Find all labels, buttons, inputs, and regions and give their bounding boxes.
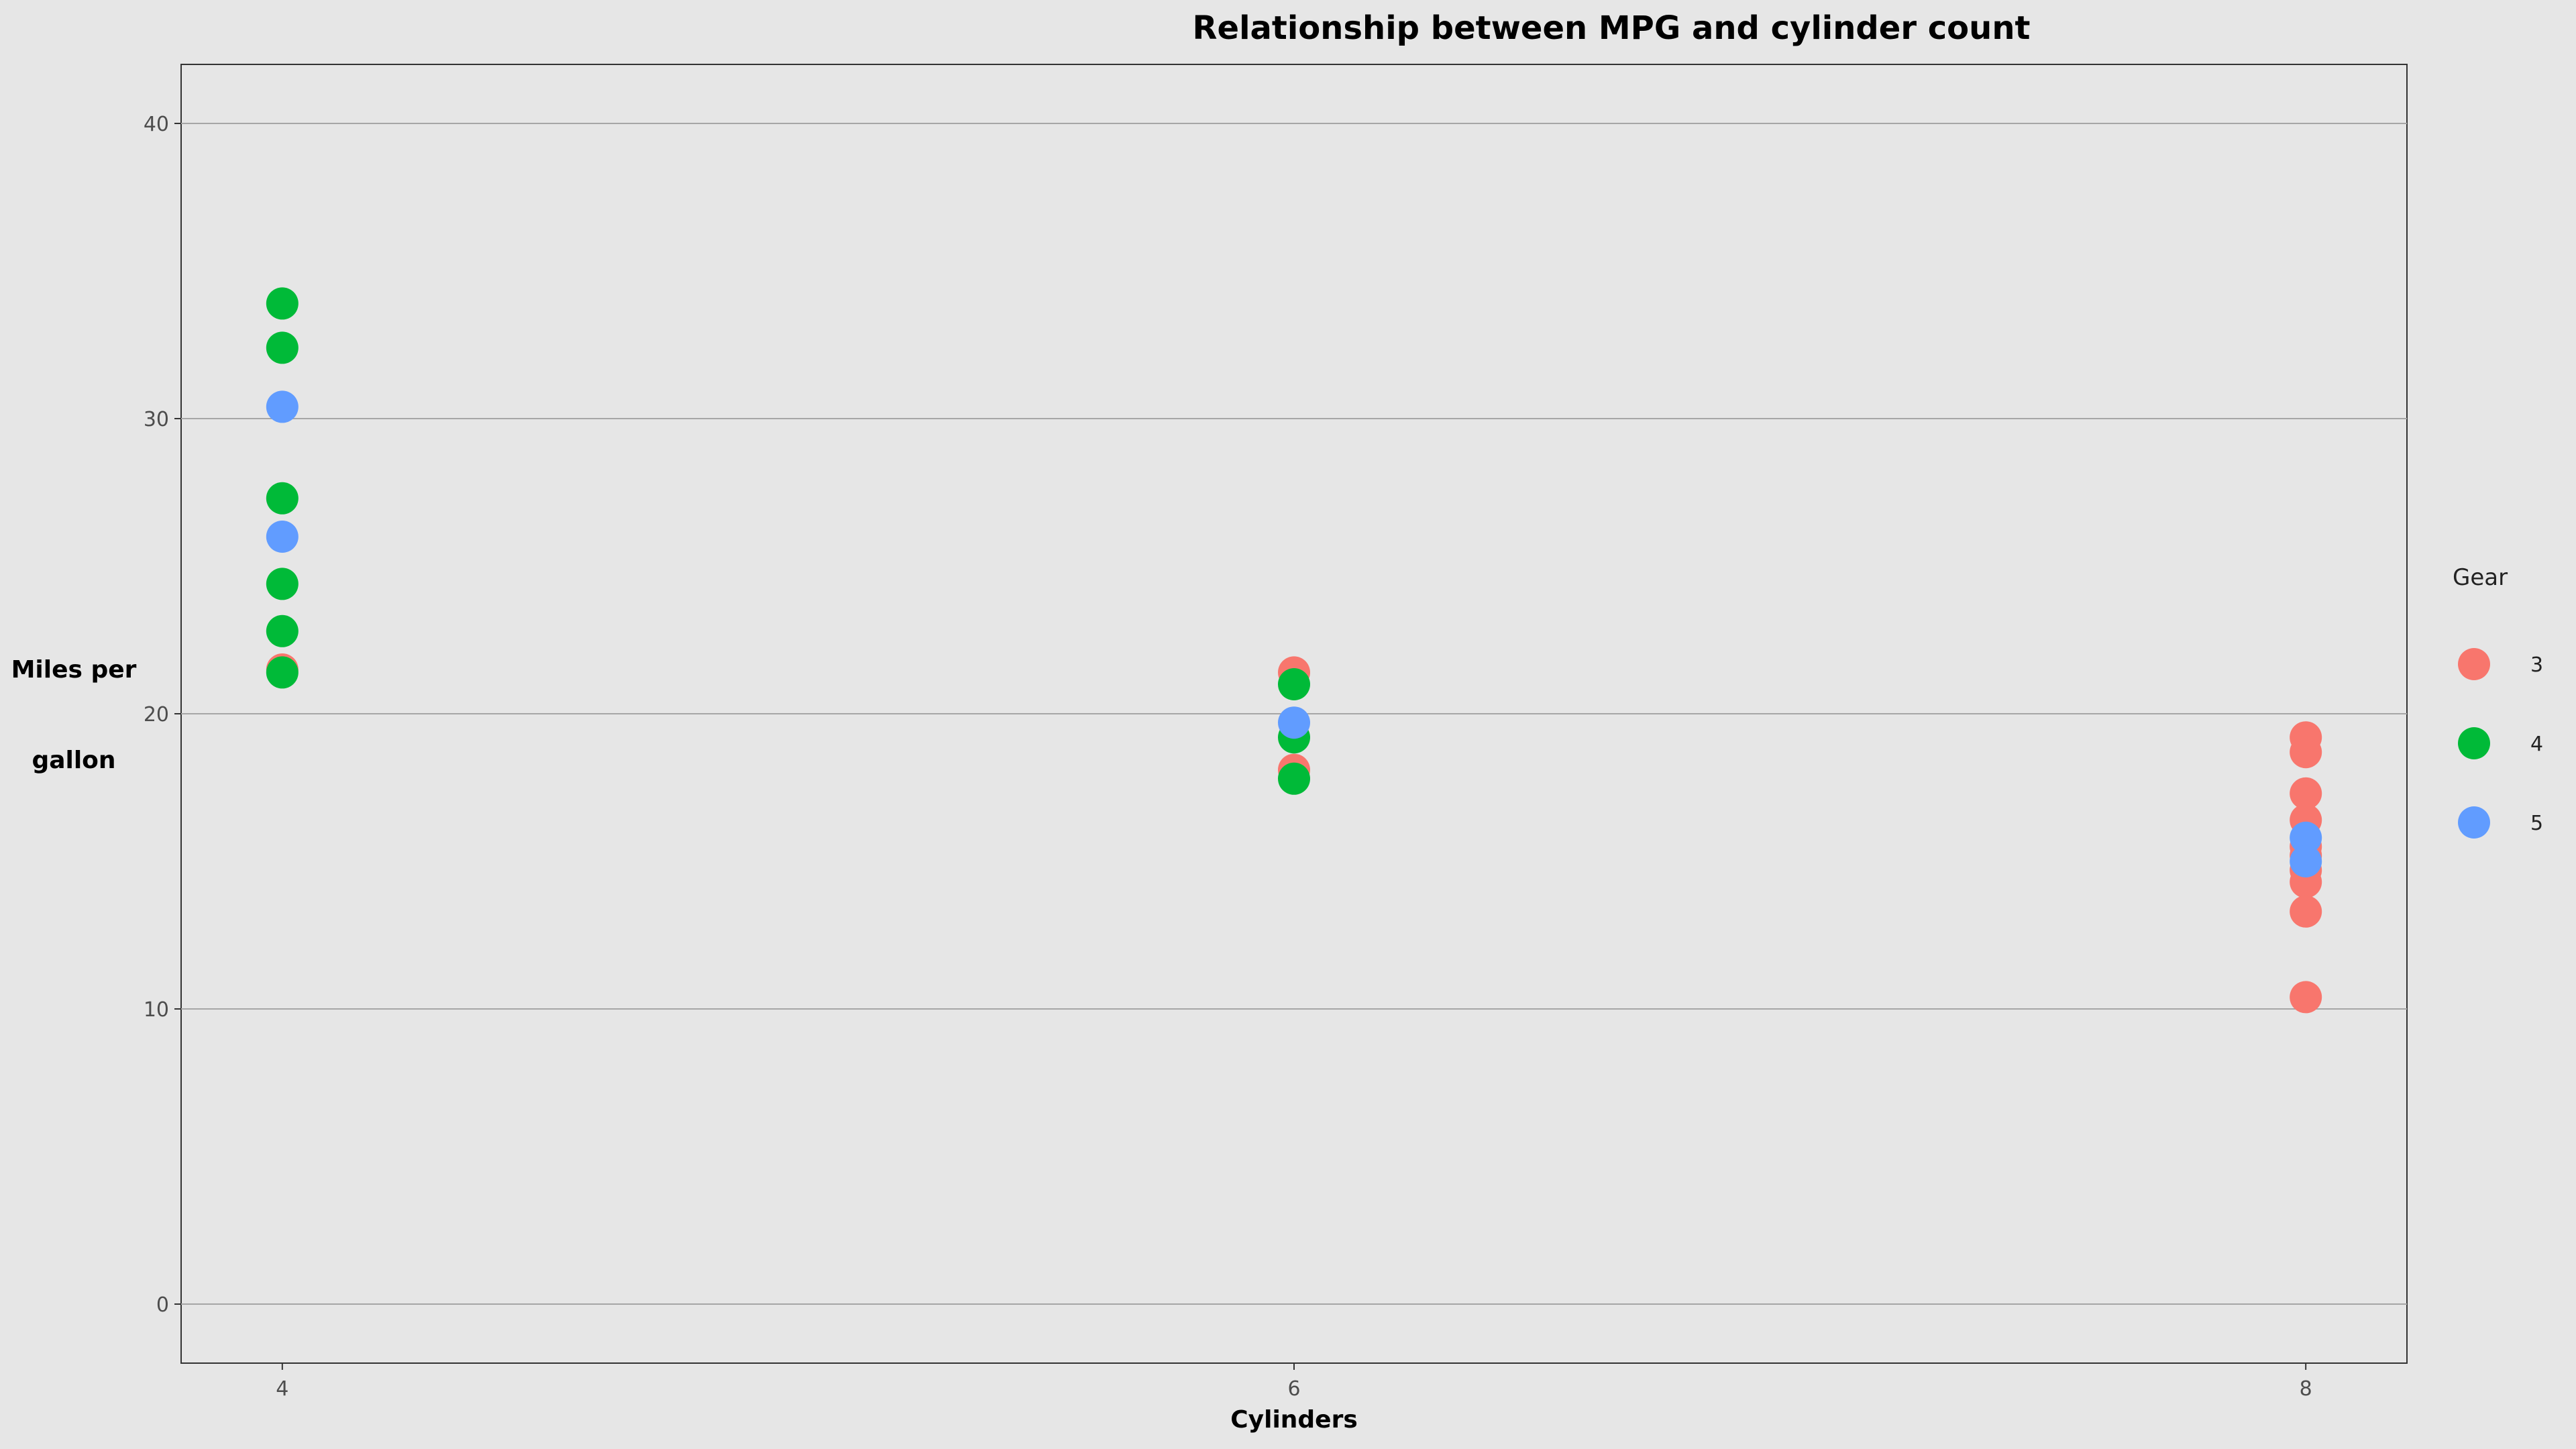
data-point-gear-5 [266,390,299,423]
y-tick-label: 30 [144,408,169,431]
data-point-gear-3 [2290,777,2322,810]
axes: 0 10 20 30 40 4 6 8 [144,113,2312,1401]
data-point-gear-3 [2290,895,2322,928]
legend-key-gear-5 [2458,806,2490,839]
data-point-gear-5 [266,521,299,553]
y-axis-label-line-2: gallon [32,747,115,774]
legend-label: 4 [2530,733,2543,756]
data-point-gear-3 [2290,736,2322,769]
x-tick-label: 6 [1287,1377,1300,1401]
data-point-gear-4 [266,331,299,364]
data-point-gear-5 [2290,821,2322,854]
chart-title: Relationship between MPG and cylinder co… [1193,9,2031,47]
y-axis-label-line-1: Miles per [11,656,137,684]
legend: Gear 3 4 5 [2453,564,2543,839]
data-point-gear-4 [266,287,299,320]
data-point-gear-4 [266,568,299,600]
legend-label: 3 [2530,653,2543,677]
x-tick-label: 8 [2300,1377,2312,1401]
legend-key-gear-4 [2458,727,2490,759]
x-axis-label: Cylinders [1230,1406,1358,1434]
legend-title: Gear [2453,564,2508,591]
y-tick-label: 40 [144,113,169,136]
data-point-gear-5 [1278,706,1310,739]
x-tick-label: 4 [276,1377,288,1401]
data-point-gear-4 [1278,668,1310,700]
data-point-gear-4 [266,614,299,647]
data-point-gear-5 [2290,845,2322,877]
data-point-gear-4 [266,482,299,515]
data-points [266,287,2322,1014]
y-tick-label: 0 [156,1293,169,1317]
y-tick-label: 10 [144,998,169,1022]
y-tick-label: 20 [144,703,169,727]
legend-key-gear-3 [2458,648,2490,680]
legend-label: 5 [2530,812,2543,835]
data-point-gear-3 [2290,981,2322,1014]
data-point-gear-4 [1278,762,1310,795]
gridlines [181,123,2407,1305]
data-point-gear-4 [266,656,299,689]
